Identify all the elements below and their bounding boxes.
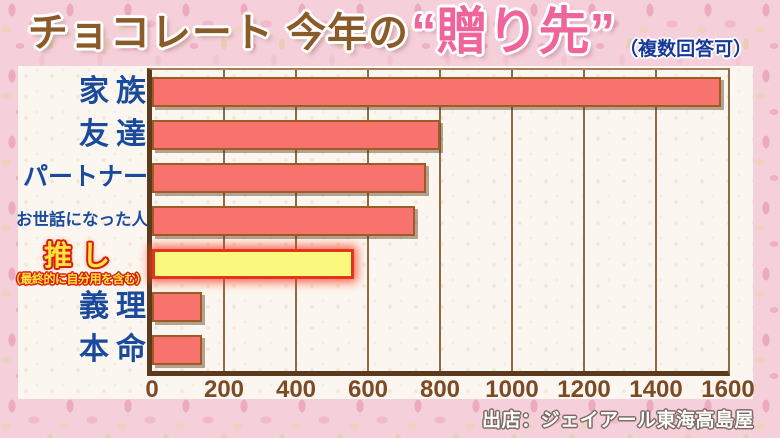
category-label: 本命 xyxy=(79,332,153,366)
title-note: （複数回答可） xyxy=(619,39,753,60)
title-main: チョコレート 今年の xyxy=(27,11,410,55)
bar-row xyxy=(152,328,728,371)
bar-2 xyxy=(152,119,440,150)
category-label: 義理 xyxy=(79,289,153,323)
title-accent: “贈り先” xyxy=(411,3,616,60)
gridline xyxy=(655,70,657,371)
bar-row xyxy=(152,242,728,285)
bar-1 xyxy=(152,76,721,107)
gridline xyxy=(511,70,513,371)
bar-row xyxy=(152,199,728,242)
bar-row xyxy=(152,285,728,328)
x-tick-label: 0 xyxy=(145,376,159,403)
bar-4 xyxy=(152,205,415,236)
x-tick-label: 1000 xyxy=(485,376,539,403)
category-label: パートナー xyxy=(22,163,148,191)
bar-5 xyxy=(152,248,354,279)
category-labels: 家族 友達 パートナー お世話になった人 推し （最終的に自分用を含む） 義理 本命 xyxy=(8,70,148,371)
x-tick-label: 1400 xyxy=(629,376,683,403)
bar-row xyxy=(152,156,728,199)
plot-area xyxy=(147,68,730,376)
x-tick-label: 200 xyxy=(203,376,245,403)
page-title: チョコレート 今年の “贈り先” （複数回答可） xyxy=(0,2,780,64)
x-tick-label: 600 xyxy=(347,376,389,403)
bar-row xyxy=(152,113,728,156)
bars xyxy=(152,70,728,371)
source-credit: 出店：ジェイアール東海高島屋 xyxy=(482,410,754,431)
bar-row xyxy=(152,70,728,113)
bar-3 xyxy=(152,162,426,193)
x-tick-label: 1200 xyxy=(557,376,611,403)
category-label: お世話になった人 xyxy=(16,211,148,230)
category-label: 推し （最終的に自分用を含む） xyxy=(8,240,148,286)
x-axis: 0 200 400 600 800 1000 1200 1400 1600 xyxy=(145,376,754,403)
x-tick-label: 1600 xyxy=(701,376,755,403)
gridline xyxy=(583,70,585,371)
category-label: 家族 xyxy=(79,74,153,108)
x-tick-label: 400 xyxy=(275,376,317,403)
bar-7 xyxy=(152,334,203,365)
bar-6 xyxy=(152,291,203,322)
x-tick-label: 800 xyxy=(419,376,461,403)
category-label: 友達 xyxy=(79,117,153,151)
gridline xyxy=(439,70,441,371)
